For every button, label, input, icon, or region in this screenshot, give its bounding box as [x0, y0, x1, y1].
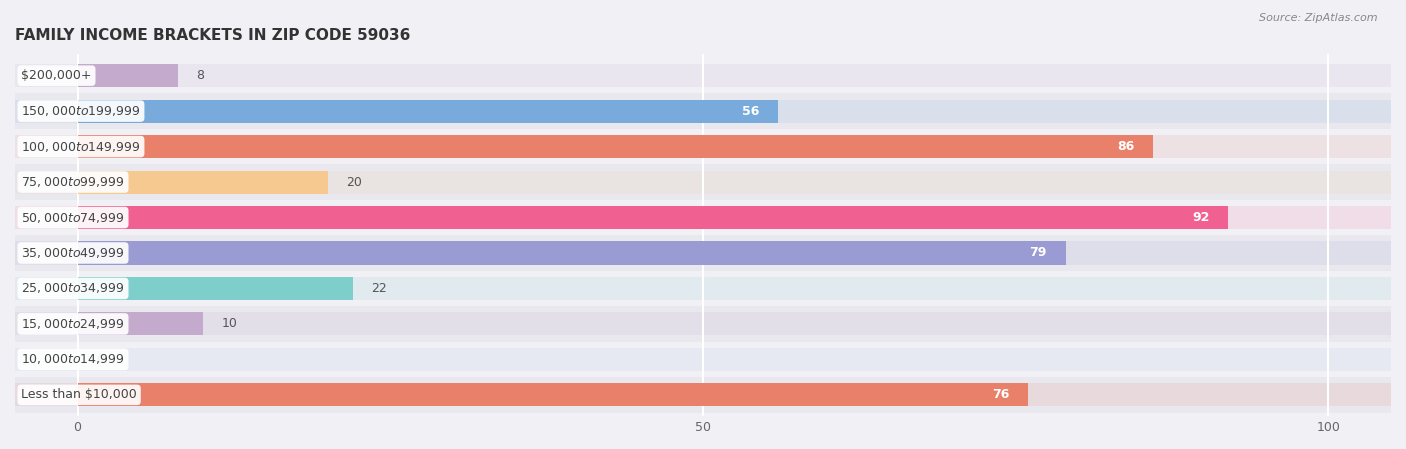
Bar — [77, 206, 1229, 229]
Bar — [15, 342, 1391, 377]
Text: 0: 0 — [96, 353, 104, 366]
Bar — [15, 206, 1391, 229]
Bar — [77, 100, 778, 123]
Text: $200,000+: $200,000+ — [21, 69, 91, 82]
Bar — [15, 235, 1391, 271]
Bar — [77, 277, 353, 300]
Bar — [15, 271, 1391, 306]
Bar — [15, 242, 1391, 264]
Text: 22: 22 — [371, 282, 387, 295]
Text: 20: 20 — [346, 176, 363, 189]
Bar — [15, 313, 1391, 335]
Text: 56: 56 — [742, 105, 759, 118]
Bar — [15, 135, 1391, 158]
Bar — [15, 377, 1391, 413]
Text: 76: 76 — [993, 388, 1010, 401]
Text: $15,000 to $24,999: $15,000 to $24,999 — [21, 317, 125, 331]
Text: 86: 86 — [1118, 140, 1135, 153]
Bar — [77, 242, 1066, 264]
Text: Less than $10,000: Less than $10,000 — [21, 388, 136, 401]
Text: $25,000 to $34,999: $25,000 to $34,999 — [21, 282, 125, 295]
Text: 92: 92 — [1192, 211, 1209, 224]
Bar — [15, 306, 1391, 342]
Text: $75,000 to $99,999: $75,000 to $99,999 — [21, 175, 125, 189]
Bar — [15, 100, 1391, 123]
Bar — [15, 93, 1391, 129]
Bar — [15, 64, 1391, 87]
Text: $10,000 to $14,999: $10,000 to $14,999 — [21, 352, 125, 366]
Bar — [15, 129, 1391, 164]
Text: FAMILY INCOME BRACKETS IN ZIP CODE 59036: FAMILY INCOME BRACKETS IN ZIP CODE 59036 — [15, 28, 411, 44]
Bar — [77, 171, 328, 194]
Bar — [15, 164, 1391, 200]
Text: 10: 10 — [221, 317, 238, 330]
Bar — [15, 277, 1391, 300]
Text: $35,000 to $49,999: $35,000 to $49,999 — [21, 246, 125, 260]
Bar — [77, 313, 202, 335]
Text: 8: 8 — [197, 69, 204, 82]
Text: $100,000 to $149,999: $100,000 to $149,999 — [21, 140, 141, 154]
Bar — [15, 348, 1391, 371]
Bar — [15, 171, 1391, 194]
Text: $50,000 to $74,999: $50,000 to $74,999 — [21, 211, 125, 224]
Text: 79: 79 — [1029, 247, 1047, 260]
Bar — [77, 64, 177, 87]
Text: $150,000 to $199,999: $150,000 to $199,999 — [21, 104, 141, 118]
Bar — [15, 383, 1391, 406]
Bar — [15, 200, 1391, 235]
Text: Source: ZipAtlas.com: Source: ZipAtlas.com — [1260, 13, 1378, 23]
Bar — [77, 383, 1028, 406]
Bar — [15, 58, 1391, 93]
Bar — [77, 135, 1153, 158]
